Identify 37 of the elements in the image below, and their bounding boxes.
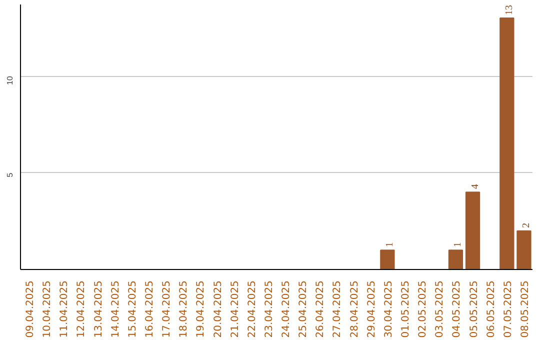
x-tick-label: 26.04.2025 — [315, 280, 326, 338]
x-tick-label: 27.04.2025 — [332, 280, 344, 338]
data-label: 1 — [452, 242, 464, 248]
x-tick-label: 13.04.2025 — [93, 280, 104, 338]
x-tick-label: 29.04.2025 — [366, 280, 378, 338]
data-label: 4 — [470, 184, 481, 190]
x-tick-label: 03.05.2025 — [434, 280, 446, 338]
x-tick-label: 21.04.2025 — [230, 280, 241, 338]
x-tick-label: 07.05.2025 — [502, 280, 514, 338]
data-label: 13 — [504, 5, 515, 16]
x-tick-label: 16.04.2025 — [144, 280, 156, 338]
x-tick-label: 23.04.2025 — [264, 280, 275, 338]
x-tick-label: 05.05.2025 — [468, 280, 480, 338]
x-tick-label: 09.04.2025 — [25, 280, 36, 338]
x-tick-label: 08.05.2025 — [520, 280, 531, 338]
x-tick-label: 14.04.2025 — [110, 280, 122, 338]
x-tick-label: 12.04.2025 — [76, 280, 88, 338]
x-tick-label: 30.04.2025 — [383, 280, 394, 338]
x-tick-label: 20.04.2025 — [212, 280, 224, 338]
x-tick-label: 25.04.2025 — [298, 280, 310, 338]
x-tick-label: 11.04.2025 — [59, 280, 70, 338]
y-tick-label: 5 — [6, 172, 14, 178]
x-tick-label: 04.05.2025 — [452, 280, 463, 338]
x-tick-label: 15.04.2025 — [127, 280, 138, 338]
x-tick-label: 22.04.2025 — [246, 280, 258, 338]
x-tick-label: 06.05.2025 — [486, 280, 497, 338]
x-tick-label: 18.04.2025 — [178, 280, 190, 338]
x-tick-label: 01.05.2025 — [400, 280, 412, 338]
x-tick-label: 02.05.2025 — [418, 280, 429, 338]
x-tick-label: 28.04.2025 — [349, 280, 360, 338]
data-label: 1 — [384, 242, 396, 248]
data-label: 2 — [520, 222, 532, 228]
x-tick-label: 17.04.2025 — [162, 280, 173, 338]
y-tick-label: 10 — [6, 76, 14, 85]
x-tick-label: 24.04.2025 — [281, 280, 292, 338]
x-tick-label: 19.04.2025 — [196, 280, 207, 338]
x-tick-label: 10.04.2025 — [42, 280, 54, 338]
